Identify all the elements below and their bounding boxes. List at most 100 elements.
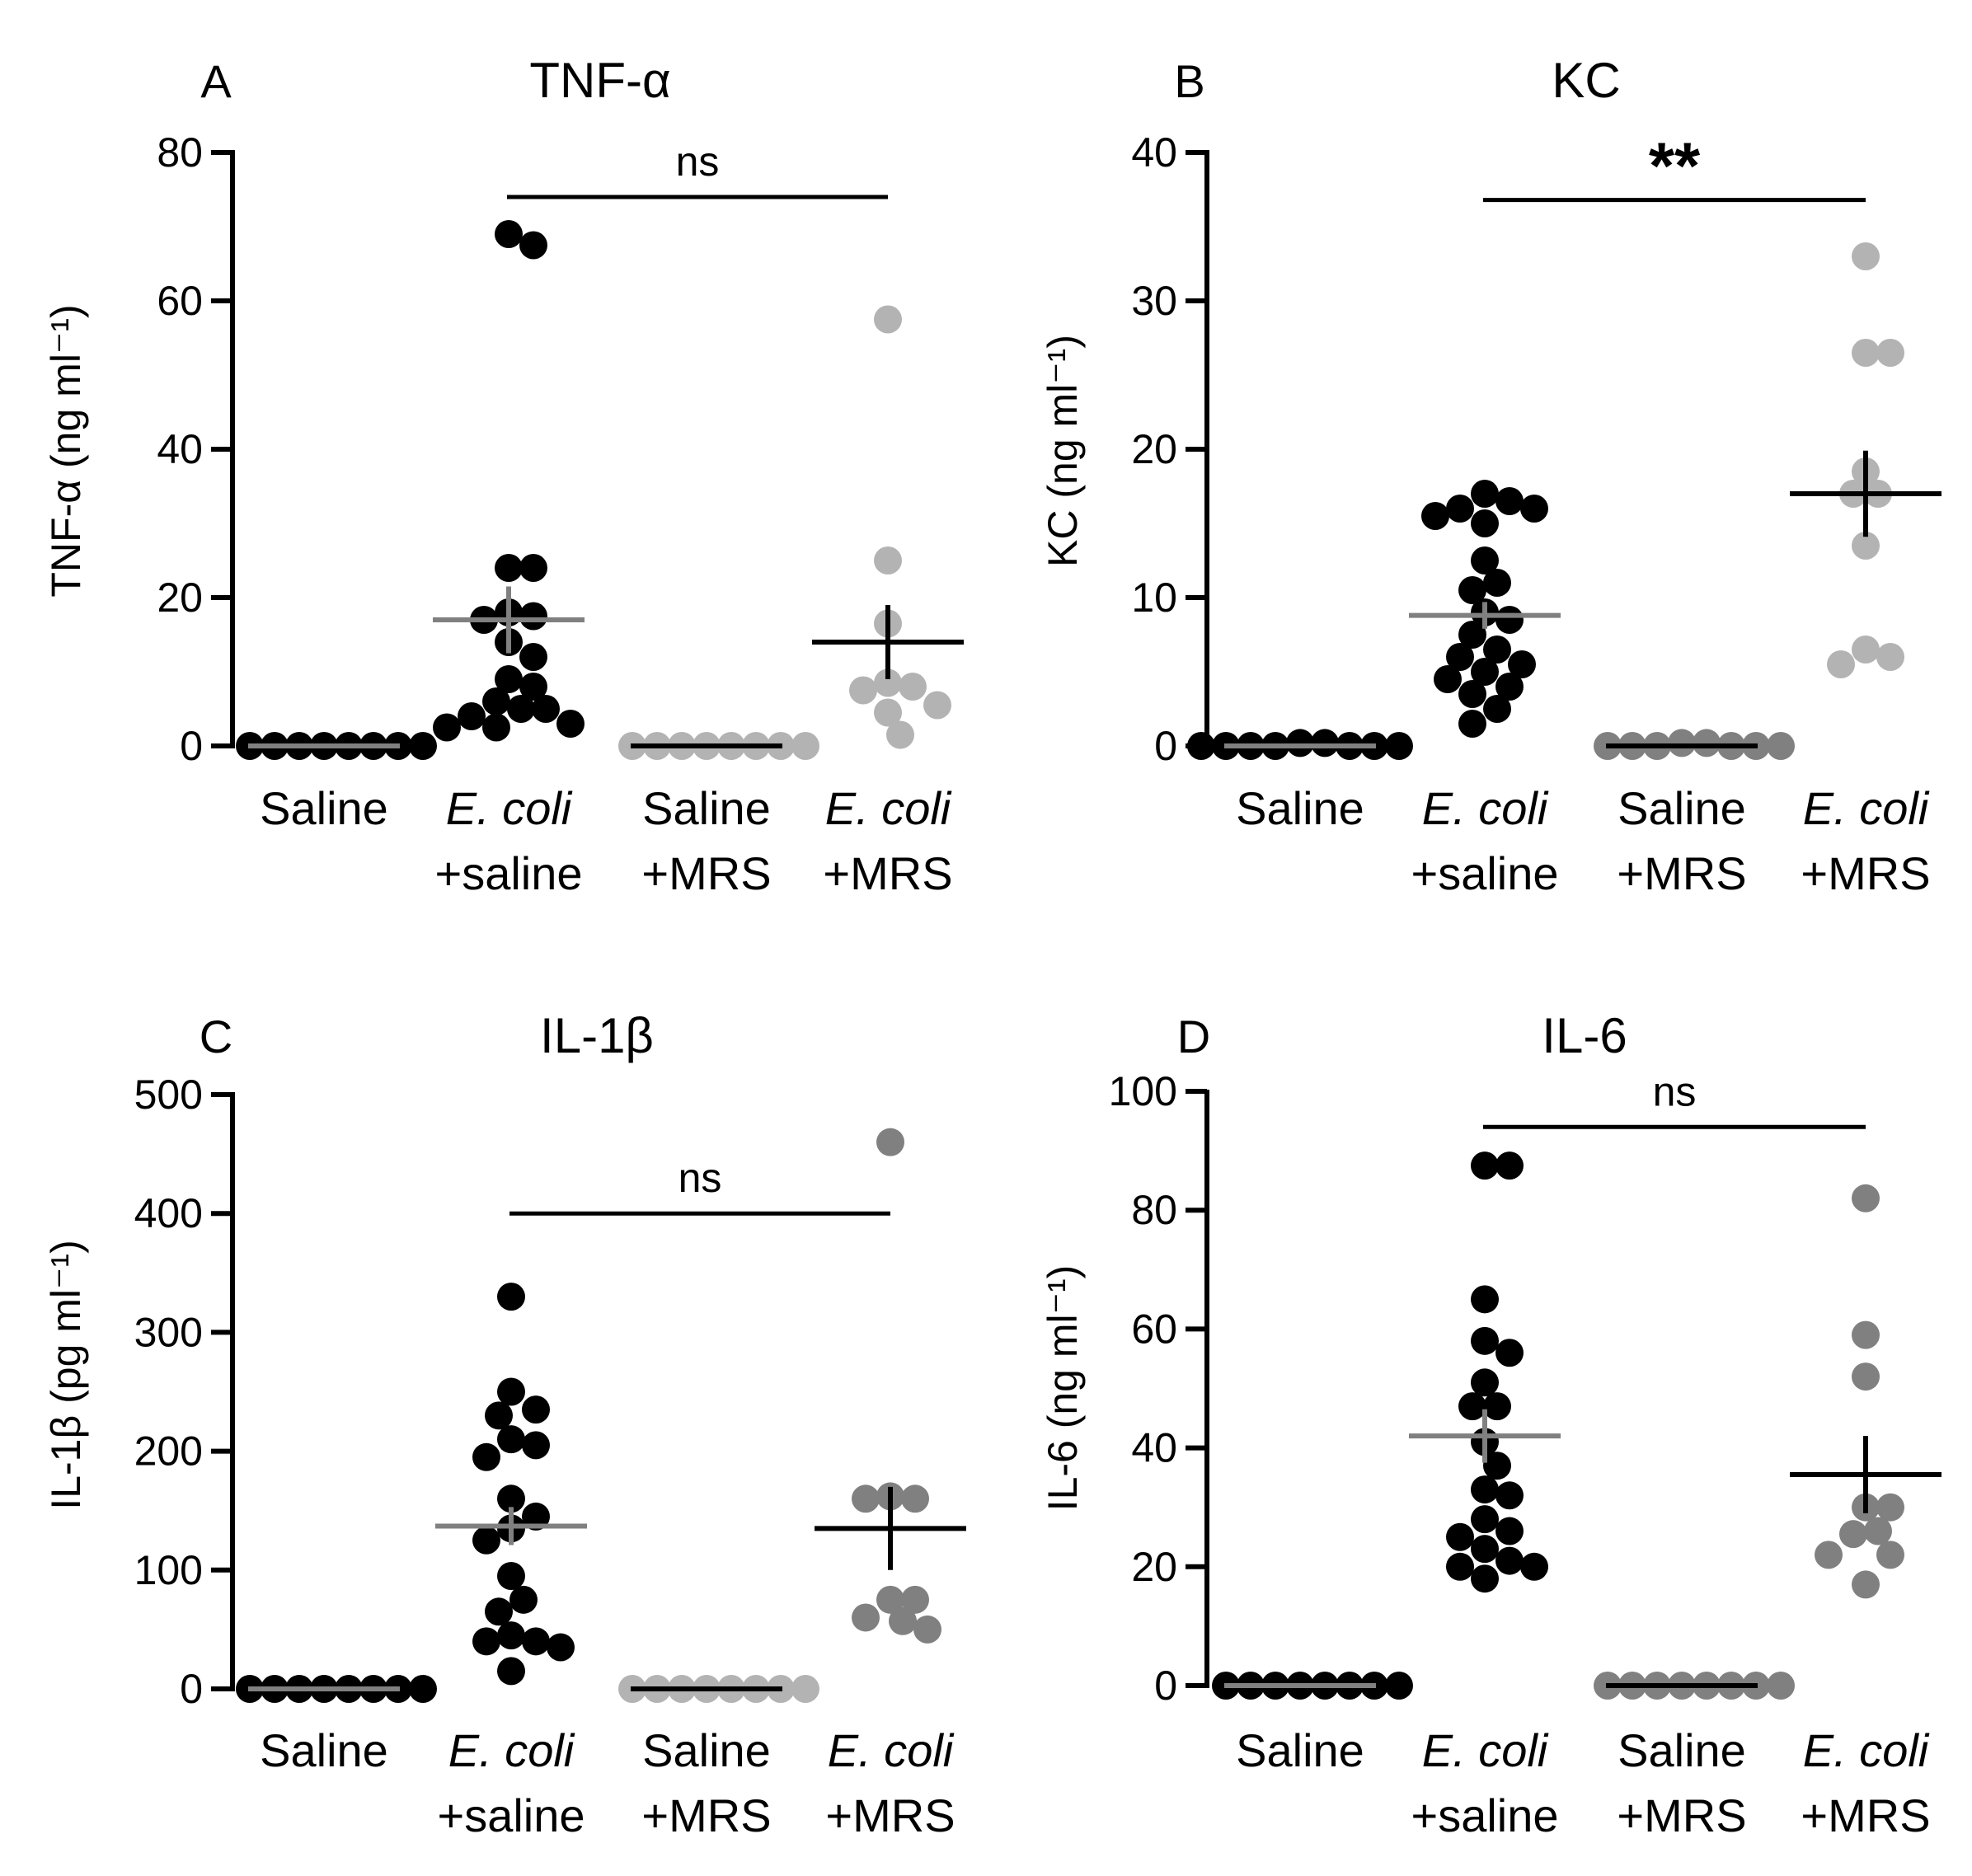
- panel-d-y-axis-label: IL-6 (ng ml⁻¹): [1040, 1265, 1086, 1512]
- data-point: [1471, 1564, 1499, 1593]
- panel-a-category-label: +MRS: [823, 847, 952, 899]
- data-point: [1458, 576, 1486, 604]
- data-point: [522, 1502, 550, 1531]
- y-tick-label: 500: [134, 1072, 203, 1118]
- data-point: [1767, 732, 1795, 760]
- panel-b-y-ticks: 0 10 20 30 40: [1131, 129, 1207, 769]
- data-point: [1876, 1541, 1904, 1569]
- data-point: [1311, 729, 1339, 757]
- y-tick-label: 20: [1131, 426, 1177, 472]
- data-point: [1471, 1368, 1499, 1397]
- panel-b-category-label: +MRS: [1617, 847, 1746, 899]
- y-tick-label: 0: [180, 1666, 203, 1712]
- panel-c-category-label: Saline: [642, 1724, 771, 1776]
- data-point: [1471, 1326, 1499, 1355]
- data-point: [1458, 710, 1486, 738]
- data-point: [1852, 1184, 1880, 1212]
- data-point: [522, 1431, 550, 1460]
- panel-b-groups: [1187, 242, 1941, 760]
- data-point: [497, 1562, 525, 1591]
- panel-a: A TNF-α TNF-α (ng ml⁻¹) 0 20 40 60 80 ns Sal…: [43, 53, 964, 899]
- data-point: [482, 687, 510, 715]
- panel-b-category-label: +saline: [1411, 847, 1558, 899]
- data-point: [497, 1657, 525, 1686]
- data-point: [791, 732, 819, 760]
- data-point: [1187, 732, 1215, 760]
- data-point: [1446, 1522, 1474, 1551]
- data-point: [889, 1606, 917, 1635]
- panel-a-title: TNF-α: [529, 53, 670, 108]
- data-point: [923, 691, 951, 720]
- data-point: [547, 1633, 575, 1662]
- panel-a-letter: A: [200, 55, 232, 107]
- data-point: [874, 698, 902, 727]
- data-point: [901, 1484, 929, 1513]
- data-point: [913, 1615, 941, 1644]
- data-point: [791, 1675, 819, 1703]
- y-tick-label: 80: [157, 129, 203, 176]
- data-point: [1852, 532, 1880, 560]
- y-tick-label: 200: [134, 1428, 203, 1475]
- panel-a-significance-label: ns: [676, 138, 720, 185]
- data-point: [1421, 502, 1449, 530]
- panel-c-category-label: +MRS: [641, 1789, 771, 1841]
- data-point: [1876, 1493, 1904, 1522]
- y-tick-label: 40: [1131, 129, 1177, 176]
- data-point: [556, 710, 585, 738]
- data-point: [901, 1585, 929, 1614]
- panel-d-significance-label: ns: [1653, 1068, 1697, 1114]
- y-tick-label: 60: [1131, 1306, 1177, 1352]
- data-point: [1852, 1362, 1880, 1391]
- panel-b-category-labels: Saline E. coli +saline Saline +MRS E. co…: [1236, 782, 1930, 899]
- data-point: [497, 1621, 525, 1650]
- panel-b-significance-label: **: [1649, 129, 1701, 203]
- data-point: [1520, 495, 1548, 523]
- panel-d-title: IL-6: [1542, 1008, 1627, 1063]
- panel-c-category-label: Saline: [260, 1724, 388, 1776]
- data-point: [519, 554, 547, 582]
- data-point: [495, 220, 523, 248]
- data-point: [852, 1603, 880, 1632]
- data-point: [409, 1675, 437, 1703]
- data-point: [1434, 665, 1462, 693]
- data-point: [1495, 673, 1524, 701]
- panel-d-category-label: +MRS: [1801, 1789, 1930, 1841]
- data-point: [522, 1627, 550, 1656]
- panel-b-category-label: +MRS: [1801, 847, 1930, 899]
- data-point: [1827, 650, 1855, 678]
- y-tick-label: 300: [134, 1309, 203, 1355]
- data-point: [1852, 1570, 1880, 1599]
- data-point: [1458, 1392, 1486, 1421]
- panel-b-category-label: E. coli: [1803, 782, 1930, 834]
- y-tick-label: 0: [1154, 723, 1177, 769]
- data-point: [1458, 680, 1486, 708]
- data-point: [852, 1484, 880, 1513]
- data-point: [1839, 1520, 1867, 1549]
- data-point: [1508, 650, 1536, 678]
- panel-a-y-ticks: 0 20 40 60 80: [157, 129, 232, 769]
- data-point: [1471, 1285, 1499, 1314]
- panel-d-y-ticks: 0 20 40 60 80 100: [1109, 1068, 1207, 1709]
- y-tick-label: 400: [134, 1190, 203, 1236]
- y-tick-label: 0: [1154, 1663, 1177, 1709]
- panel-c-title: IL-1β: [540, 1008, 654, 1063]
- y-tick-label: 20: [1131, 1544, 1177, 1590]
- data-point: [1495, 1481, 1524, 1510]
- data-point: [1495, 606, 1524, 634]
- panel-c-significance-label: ns: [678, 1155, 722, 1201]
- data-point: [1495, 1151, 1524, 1180]
- panel-b-y-axis-label: KC (ng ml⁻¹): [1040, 335, 1086, 567]
- panel-a-category-label: E. coli: [446, 782, 573, 834]
- data-point: [1852, 242, 1880, 270]
- panel-a-category-labels: Saline E. coli +saline Saline +MRS E. co…: [260, 782, 952, 899]
- data-point: [1483, 1452, 1511, 1480]
- data-point: [1471, 658, 1499, 686]
- data-point: [1483, 635, 1511, 664]
- y-tick-label: 0: [180, 723, 203, 769]
- y-tick-label: 100: [1109, 1068, 1177, 1114]
- data-point: [1852, 1320, 1880, 1349]
- data-point: [849, 676, 877, 705]
- panel-c-groups: [236, 1128, 966, 1703]
- panel-b-category-label: E. coli: [1422, 782, 1549, 834]
- data-point: [497, 1377, 525, 1406]
